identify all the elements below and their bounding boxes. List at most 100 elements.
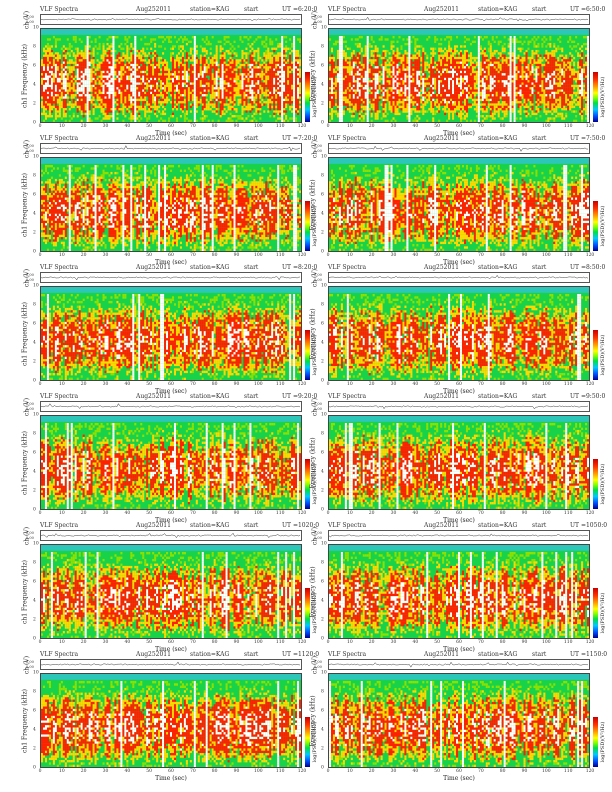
spectrogram-cell (281, 89, 284, 92)
spectrogram-cell (251, 101, 254, 104)
spectrogram-cell (150, 105, 153, 109)
spectrogram-cell (189, 73, 192, 76)
spectrogram-cell (269, 68, 272, 71)
spectrogram-cell (336, 96, 339, 99)
spectrogram-cell (332, 61, 336, 64)
spectrogram-cell (64, 56, 67, 60)
spectrogram-cell (366, 75, 369, 78)
spectrogram-cell (128, 103, 131, 106)
spectrogram-cell (378, 75, 381, 78)
spectrogram-cell (185, 112, 188, 116)
spectrogram-cell (362, 115, 365, 118)
spectrogram-cell (332, 98, 336, 102)
spectrogram-cell (281, 49, 284, 53)
spectrogram-cell (281, 101, 284, 104)
spectrogram-cell (120, 101, 123, 104)
spectrogram-cell (171, 105, 175, 109)
spectrogram-cell (354, 82, 357, 85)
spectrogram-cell (430, 89, 433, 92)
spectrogram-cell (42, 91, 46, 95)
spectrogram-cell (348, 70, 351, 74)
spectrogram-cell (404, 56, 407, 60)
panel-station: station=KAG (190, 6, 229, 13)
spectrogram-cell (255, 96, 258, 99)
spectrogram-cell (354, 70, 357, 74)
spectrogram-cell (237, 101, 240, 104)
spectrogram-cell (58, 73, 61, 76)
spectrogram-cell (225, 68, 228, 71)
spectrogram-cell (338, 94, 341, 97)
spectrogram-cell (177, 87, 180, 90)
spectrogram-cell (414, 94, 417, 97)
spectrogram-cell (170, 75, 173, 78)
spectrogram-cell (330, 80, 334, 83)
spectrogram-cell (201, 77, 204, 81)
spectrogram-cell (118, 98, 121, 102)
spectrogram-cell (181, 54, 184, 57)
spectrogram-cell (199, 61, 202, 64)
spectrogram-cell (350, 80, 353, 83)
spectrogram-cell (52, 96, 55, 99)
spectrogram-cell (68, 70, 71, 74)
spectrogram-cell (344, 45, 347, 48)
spectrogram-cell (410, 103, 413, 106)
spectrogram-cell (142, 108, 145, 111)
spectrogram-cell (370, 49, 373, 53)
spectrogram-cell (400, 68, 403, 71)
spectrogram-cell (416, 87, 419, 90)
spectrogram-cell (277, 52, 280, 55)
spectrogram-cell (394, 68, 397, 71)
spectrogram-cell (195, 73, 198, 76)
spectrogram-cell (436, 68, 439, 71)
spectrogram-cell (130, 96, 133, 99)
spectrogram-cell (364, 75, 367, 78)
spectrogram-cell (346, 94, 349, 97)
spectrogram-cell (142, 73, 145, 76)
spectrogram-cell (239, 73, 242, 76)
spectrogram-cell (108, 98, 111, 102)
spectrogram-cell (86, 68, 89, 71)
spectrogram-cell (88, 117, 91, 120)
spectrogram-cell (62, 98, 65, 102)
spectrogram-cell (414, 75, 417, 78)
spectrogram-cell (173, 96, 177, 99)
spectrogram-cell (171, 75, 175, 78)
spectrogram-cell (126, 63, 129, 67)
spectrogram-cell (227, 80, 230, 83)
spectrogram-top-band (329, 29, 589, 35)
spectrogram-cell (410, 98, 413, 102)
spectrogram-cell (338, 42, 341, 46)
spectrogram-cell (378, 94, 381, 97)
frequency-axis-label-text: Frequency (kHz) (310, 50, 317, 101)
spectrogram-cell (86, 96, 89, 99)
spectrogram-cell (263, 89, 266, 92)
spectrogram-cell (205, 82, 208, 85)
spectrogram-cell (329, 59, 332, 62)
spectrogram-cell (281, 112, 284, 116)
spectrogram-cell (195, 49, 198, 53)
spectrogram-cell (94, 77, 97, 81)
spectrogram-cell (414, 117, 417, 120)
spectrogram-cell (185, 73, 188, 76)
spectrogram-cell (116, 63, 119, 67)
spectrogram-cell (430, 59, 433, 62)
spectrogram-cell (191, 89, 194, 92)
spectrogram-cell (92, 73, 95, 76)
spectrogram-cell (237, 70, 240, 74)
spectrogram-cell (293, 96, 296, 99)
spectrogram-cell (354, 42, 357, 46)
spectrogram-cell (70, 75, 73, 78)
spectrogram-cell (356, 108, 359, 111)
spectrogram-cell (344, 59, 347, 62)
spectrogram-cell (229, 96, 232, 99)
spectrogram-cell (74, 84, 77, 88)
spectrogram-cell (148, 89, 151, 92)
spectrogram-cell (438, 73, 441, 76)
spectrogram-cell (175, 77, 178, 81)
spectrogram-cell (259, 82, 262, 85)
spectrogram-cell (185, 105, 188, 109)
ch-tick-label: 0.00 (314, 20, 322, 24)
spectrogram-cell (247, 80, 250, 83)
spectrogram-cell (277, 117, 280, 120)
spectrogram-cell (191, 103, 194, 106)
